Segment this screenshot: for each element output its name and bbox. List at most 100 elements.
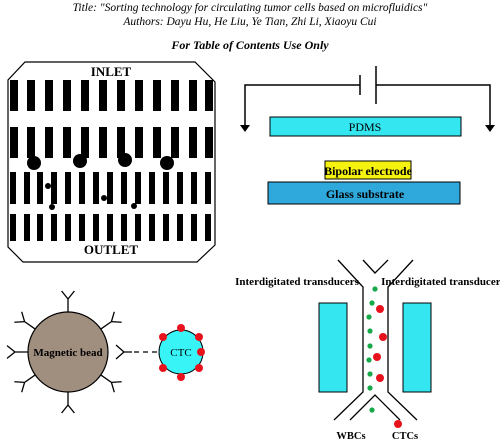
- pdms-layer: [269, 116, 462, 137]
- wbc-cell: [367, 343, 373, 349]
- pillar: [65, 172, 71, 204]
- small-particle: [101, 195, 107, 201]
- bead-antibody-right: [115, 344, 132, 360]
- pillar: [10, 172, 16, 204]
- ctc-surface-markers: [159, 324, 205, 381]
- cell-stream: [366, 286, 402, 428]
- antibody: [100, 374, 122, 393]
- pillar: [163, 172, 169, 204]
- right-arrow-icon: [485, 125, 495, 132]
- ctc-marker: [177, 373, 185, 381]
- antibody: [61, 392, 75, 414]
- magnetic-panel: Magnetic bead CTC: [6, 290, 205, 414]
- small-particle: [49, 204, 55, 210]
- pillar: [81, 127, 89, 158]
- outlet-label-bg: [66, 241, 156, 257]
- authors-line: Authors: Dayu Hu, He Liu, Ye Tian, Zhi L…: [123, 16, 377, 28]
- pillar: [191, 172, 197, 204]
- pillar: [79, 172, 85, 204]
- antibody: [6, 345, 28, 359]
- toc-note: For Table of Contents Use Only: [171, 38, 329, 52]
- glass-label: Glass substrate: [326, 187, 405, 201]
- left-transducer-label: Interdigitated transducers: [235, 276, 359, 288]
- inlet-label: INLET: [91, 64, 132, 79]
- pillar: [149, 214, 155, 241]
- inlet-label-bg: [70, 64, 152, 78]
- pillar: [205, 80, 213, 111]
- pillar: [205, 214, 211, 241]
- pillar: [63, 127, 71, 158]
- pillar: [135, 127, 143, 158]
- ctc-cell-dot: [394, 420, 402, 428]
- pillar: [107, 172, 113, 204]
- channel-walls: [333, 259, 418, 421]
- acoustic-panel: Interdigitated transducers Interdigitate…: [235, 259, 500, 442]
- large-particle: [160, 156, 174, 170]
- binding-link: [115, 344, 160, 360]
- electrode-panel: PDMS Bipolar electrode Glass substrate: [240, 66, 495, 205]
- pillar: [37, 214, 43, 241]
- inlet-notch: [362, 259, 389, 274]
- ctc-marker: [177, 324, 185, 332]
- channel-wall-left: [333, 259, 364, 421]
- ctc-cell-dot: [379, 333, 387, 341]
- small-particle: [45, 183, 51, 189]
- pillar: [205, 172, 211, 204]
- ctc-outlet-label: CTCs: [392, 431, 418, 442]
- small-particle: [131, 203, 137, 209]
- magnetic-bead: [27, 311, 109, 393]
- large-particle: [73, 154, 87, 168]
- antibody-group: [6, 290, 122, 414]
- pillar: [93, 214, 99, 241]
- left-arrow-icon: [240, 125, 250, 132]
- glass-substrate: [267, 181, 461, 205]
- pillar: [171, 127, 179, 158]
- pillar: [121, 172, 127, 204]
- filtration-chip: INLET OUTLET: [7, 61, 216, 263]
- left-wire: [244, 84, 360, 129]
- right-transducer-label: Interdigitated transducers: [381, 276, 500, 288]
- pillar: [63, 80, 71, 111]
- pillar: [27, 80, 35, 111]
- ctc-marker: [159, 364, 167, 372]
- ctc-label: CTC: [170, 347, 191, 359]
- wbc-cell: [366, 314, 372, 320]
- pillar: [135, 80, 143, 111]
- outlet-label: OUTLET: [84, 242, 139, 257]
- antibody: [61, 290, 75, 312]
- outlet-split: [349, 394, 401, 421]
- pillar: [177, 214, 183, 241]
- pillar: [37, 172, 43, 204]
- wbc-cell: [367, 371, 373, 377]
- pillar: [191, 214, 197, 241]
- pillar: [189, 127, 197, 158]
- pdms-label: PDMS: [349, 120, 382, 134]
- pillar: [153, 80, 161, 111]
- pillar: [99, 80, 107, 111]
- large-particle: [27, 156, 41, 170]
- pillar: [10, 80, 18, 111]
- wbc-cell: [367, 385, 373, 391]
- antibody: [100, 311, 122, 330]
- pillar: [135, 172, 141, 204]
- ctc-marker: [197, 348, 205, 356]
- pillar: [189, 80, 197, 111]
- pillar: [93, 172, 99, 204]
- wbc-label: WBCs: [336, 431, 365, 442]
- pillar: [45, 80, 53, 111]
- pillar: [177, 172, 183, 204]
- bipolar-label: Bipolar electrode: [324, 164, 413, 178]
- wbc-cell: [367, 328, 373, 334]
- pillar: [81, 80, 89, 111]
- left-transducer: [318, 302, 348, 393]
- pillar: [135, 214, 141, 241]
- bipolar-electrode: [324, 160, 412, 180]
- pillar: [27, 127, 35, 158]
- pillar: [51, 172, 57, 204]
- particle-group: [27, 153, 174, 210]
- ctc-cell-dot: [376, 374, 384, 382]
- ctc-marker: [159, 333, 167, 341]
- pillar: [24, 172, 30, 204]
- pillar: [205, 127, 213, 158]
